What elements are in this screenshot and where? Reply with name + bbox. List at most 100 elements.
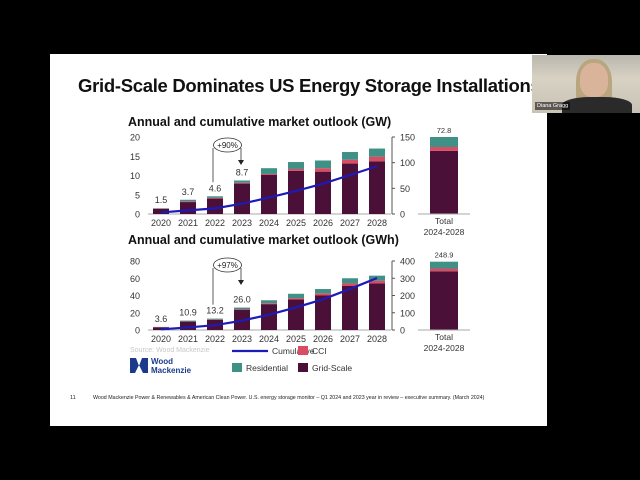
bar-data-label: 1.5: [155, 195, 168, 205]
bar-cci: [315, 293, 331, 296]
x-tick-label: 2023: [232, 334, 252, 344]
y-tick-label: 80: [130, 257, 140, 267]
bar-grid-scale: [342, 163, 358, 214]
wood-mackenzie-logo-icon: [130, 358, 148, 373]
total-bar-cci: [430, 147, 458, 151]
bar-residential: [369, 148, 385, 157]
participant-video-tile[interactable]: Diana Gragg: [532, 55, 640, 113]
y2-tick-label: 50: [400, 184, 410, 194]
bar-cci: [342, 283, 358, 287]
bar-cci: [180, 201, 196, 203]
x-tick-label: 2025: [286, 218, 306, 228]
bar-cci: [369, 156, 385, 162]
x-tick-label: 2026: [313, 218, 333, 228]
annotation-bubble: [213, 257, 242, 273]
x-tick-label: 2028: [367, 334, 387, 344]
bar-grid-scale: [315, 171, 331, 214]
bar-grid-scale: [234, 183, 250, 214]
bar-grid-scale: [261, 174, 277, 214]
bar-data-label: 3.6: [155, 314, 168, 324]
bar-data-label: 8.7: [236, 168, 249, 178]
bar-cci: [369, 280, 385, 284]
x-tick-label: 2020: [151, 334, 171, 344]
legend-label: Grid-Scale: [312, 363, 352, 373]
bar-residential: [234, 307, 250, 310]
bar-residential: [207, 196, 223, 198]
annotation-bubble: [213, 137, 242, 153]
bar-residential: [180, 320, 196, 322]
total-bar-grid-scale: [430, 271, 458, 330]
bar-cci: [288, 168, 304, 171]
y2-tick-label: 400: [400, 257, 415, 267]
x-tick-label: 2027: [340, 334, 360, 344]
x-tick-label: 2026: [313, 334, 333, 344]
x-tick-label: 2025: [286, 334, 306, 344]
annotation-arrowhead: [238, 160, 244, 165]
bar-cci: [234, 182, 250, 184]
y2-tick-label: 100: [400, 308, 415, 318]
bar-cci: [234, 309, 250, 310]
total-label: Total: [435, 216, 453, 226]
y-tick-label: 5: [135, 190, 140, 200]
bar-grid-scale: [315, 295, 331, 330]
bar-cci: [288, 298, 304, 300]
bar-grid-scale: [207, 198, 223, 214]
total-label: 2024-2028: [424, 343, 465, 353]
legend-label: Residential: [246, 363, 288, 373]
total-value-label: 248.9: [435, 251, 454, 260]
total-bar-grid-scale: [430, 150, 458, 214]
bar-residential: [261, 168, 277, 174]
bar-residential: [315, 160, 331, 169]
annotation-text: +90%: [217, 141, 238, 150]
chart-title: Annual and cumulative market outlook (GW…: [128, 233, 399, 247]
bar-residential: [234, 180, 250, 183]
y2-tick-label: 0: [400, 210, 405, 220]
cumulative-line: [160, 165, 378, 214]
y2-tick-label: 300: [400, 274, 415, 284]
total-label: Total: [435, 332, 453, 342]
total-bar-residential: [430, 261, 458, 269]
bar-residential: [315, 289, 331, 294]
logo-text: Wood: [151, 357, 173, 366]
legend-swatch-grid-scale: [298, 363, 308, 372]
x-tick-label: 2023: [232, 218, 252, 228]
x-tick-label: 2021: [178, 334, 198, 344]
y-tick-label: 20: [130, 308, 140, 318]
bar-data-label: 4.6: [209, 183, 222, 193]
annotation-text: +97%: [217, 261, 238, 270]
source-note: Source: Wood Mackenzie: [130, 347, 210, 354]
cumulative-line: [160, 277, 378, 331]
bar-cci: [315, 168, 331, 172]
bar-data-label: 3.7: [182, 187, 195, 197]
y-tick-label: 0: [135, 210, 140, 220]
y2-tick-label: 150: [400, 133, 415, 143]
participant-face: [580, 63, 608, 97]
x-tick-label: 2022: [205, 218, 225, 228]
total-bar-residential: [430, 137, 458, 148]
legend-swatch-residential: [232, 363, 242, 372]
x-tick-label: 2027: [340, 218, 360, 228]
bar-grid-scale: [369, 161, 385, 214]
y2-tick-label: 100: [400, 158, 415, 168]
bar-data-label: 13.2: [206, 306, 224, 316]
bar-grid-scale: [261, 304, 277, 330]
bar-cci: [261, 173, 277, 175]
bar-cci: [207, 197, 223, 199]
bar-residential: [207, 318, 223, 320]
bar-residential: [261, 300, 277, 304]
chart-title: Annual and cumulative market outlook (GW…: [128, 115, 391, 129]
bar-residential: [342, 152, 358, 160]
bar-grid-scale: [342, 286, 358, 330]
bar-residential: [342, 278, 358, 284]
bar-grid-scale: [180, 321, 196, 330]
bar-grid-scale: [288, 170, 304, 214]
bar-grid-scale: [180, 202, 196, 214]
y-tick-label: 40: [130, 291, 140, 301]
bar-residential: [288, 293, 304, 299]
total-label: 2024-2028: [424, 227, 465, 237]
x-tick-label: 2024: [259, 218, 279, 228]
legend-label: CCI: [312, 346, 327, 356]
x-tick-label: 2028: [367, 218, 387, 228]
y-tick-label: 10: [130, 171, 140, 181]
